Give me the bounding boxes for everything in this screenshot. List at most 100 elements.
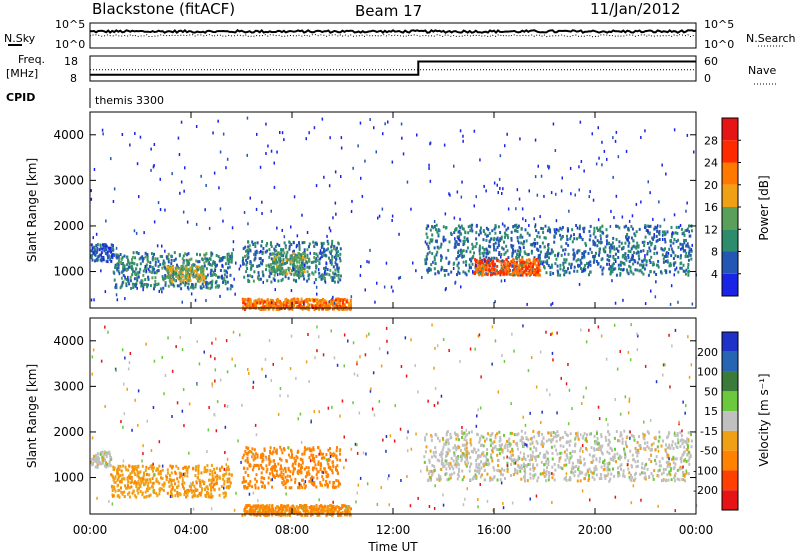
band-6-cell xyxy=(650,255,653,259)
band-2-cell xyxy=(327,462,330,466)
band-4-cell xyxy=(595,473,598,477)
band-1-cell xyxy=(128,495,131,499)
band-2-cell xyxy=(244,470,247,474)
band-6-cell xyxy=(440,255,443,259)
band-1-cell xyxy=(204,253,207,257)
band-2-cell xyxy=(180,274,183,278)
band-7-cell xyxy=(507,267,510,271)
speckle-cell xyxy=(398,232,400,236)
band-3-cell xyxy=(259,261,262,265)
band-1-cell xyxy=(156,283,159,287)
speckle-cell xyxy=(647,229,649,233)
speckle-cell xyxy=(387,120,389,124)
band-7-cell xyxy=(504,269,507,273)
band-3-cell xyxy=(284,246,287,250)
band-4-cell xyxy=(668,443,671,447)
band-1-cell xyxy=(228,480,231,484)
band-1-cell xyxy=(210,492,213,496)
band-3-cell xyxy=(248,244,251,248)
band-6-cell xyxy=(455,227,458,231)
band-5-cell xyxy=(338,307,341,311)
band-6-cell xyxy=(647,273,650,277)
speckle-cell xyxy=(557,253,559,256)
band-5-cell xyxy=(272,307,275,311)
band-7-cell xyxy=(479,267,482,271)
speckle-cell xyxy=(115,283,117,287)
band-6-cell xyxy=(502,247,505,251)
band-2-cell xyxy=(326,485,329,489)
band-6-cell xyxy=(543,236,546,240)
band-3-cell xyxy=(270,507,273,511)
band-0-cell xyxy=(108,453,111,457)
band-3-cell xyxy=(289,254,292,258)
band-2-cell xyxy=(301,486,304,489)
band-4-cell xyxy=(555,448,558,452)
band-1-cell xyxy=(134,465,137,469)
band-4-cell xyxy=(533,445,535,449)
band-4-cell xyxy=(681,478,684,481)
band-6-cell xyxy=(583,250,586,254)
band-2-cell xyxy=(257,464,260,468)
speckle-cell xyxy=(265,152,267,155)
band-1-cell xyxy=(194,487,197,491)
band-2-cell xyxy=(301,458,304,462)
band-3-cell xyxy=(334,254,337,258)
band-6-cell xyxy=(613,247,616,251)
band-2-cell xyxy=(190,270,193,274)
band-6-cell xyxy=(426,235,429,239)
band-1-cell xyxy=(128,486,131,490)
band-4-cell xyxy=(579,446,582,450)
band-6-cell xyxy=(457,251,460,255)
band-6-cell xyxy=(458,254,461,257)
speckle-cell xyxy=(627,238,629,242)
band-0-cell xyxy=(109,459,111,463)
band-1-cell xyxy=(199,493,202,497)
band-4-cell xyxy=(303,270,306,274)
band-4-cell xyxy=(283,270,286,274)
band-3-cell xyxy=(316,259,319,262)
band-6-cell xyxy=(457,255,460,259)
band-6-cell xyxy=(466,246,469,250)
speckle-cell xyxy=(644,129,646,133)
band-1-cell xyxy=(203,480,206,484)
speckle-cell xyxy=(462,134,464,138)
band-6-cell xyxy=(551,250,554,254)
band-1-cell xyxy=(144,255,147,259)
band-6-cell xyxy=(511,264,514,268)
speckle-cell xyxy=(112,200,115,203)
band-4-cell xyxy=(556,430,559,434)
band-3-cell xyxy=(267,263,270,267)
band-4-cell xyxy=(656,445,659,449)
band-2-cell xyxy=(332,481,335,484)
band-5-cell xyxy=(316,301,319,305)
band-2-cell xyxy=(168,274,171,278)
band-6-cell xyxy=(469,224,472,228)
band-4-cell xyxy=(289,262,292,266)
band-1-cell xyxy=(205,281,208,284)
speckle-cell xyxy=(493,181,496,185)
band-1-cell xyxy=(129,279,132,283)
band-3-cell xyxy=(290,243,293,247)
band-6-cell xyxy=(483,251,486,255)
band-3-cell xyxy=(242,262,245,266)
band-6-cell xyxy=(512,244,515,248)
band-4-cell xyxy=(537,454,540,458)
band-6-cell xyxy=(559,267,562,271)
speckle-cell xyxy=(502,187,504,191)
band-4-cell xyxy=(285,253,288,257)
band-1-cell xyxy=(141,491,144,495)
band-6-cell xyxy=(635,246,638,250)
speckle-cell xyxy=(475,195,477,199)
speckle-cell xyxy=(261,200,263,204)
band-3-cell xyxy=(274,245,277,249)
speckle-cell xyxy=(334,170,337,174)
band-6-cell xyxy=(623,262,626,266)
band-3-cell xyxy=(247,278,250,282)
band-2-cell xyxy=(325,453,328,457)
band-0-cell xyxy=(96,463,99,466)
band-3-cell xyxy=(248,504,251,508)
band-2-cell xyxy=(201,272,204,276)
band-2-cell xyxy=(185,274,188,278)
band-5-cell xyxy=(313,298,316,302)
band-1-cell xyxy=(152,469,154,473)
